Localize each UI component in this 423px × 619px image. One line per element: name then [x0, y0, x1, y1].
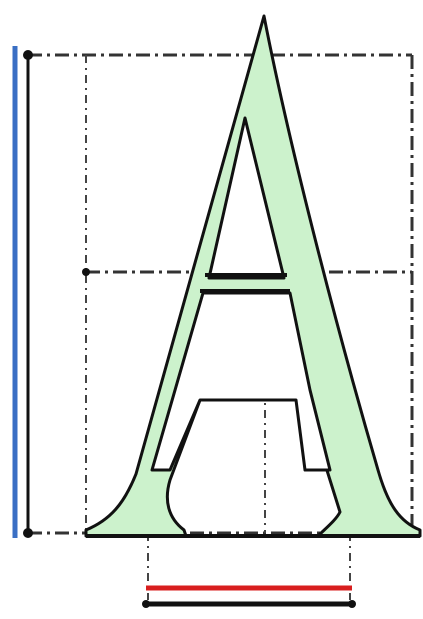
grid-mid-dot: [82, 268, 90, 276]
width-bar-end-left: [142, 600, 150, 608]
glyph-counter: [207, 116, 286, 280]
letter-a-glyph: [84, 14, 422, 538]
width-indicator: [142, 585, 356, 608]
width-bar-end-right: [348, 600, 356, 608]
height-indicator: [12, 46, 30, 538]
glyph-leg-gap: [150, 291, 332, 472]
